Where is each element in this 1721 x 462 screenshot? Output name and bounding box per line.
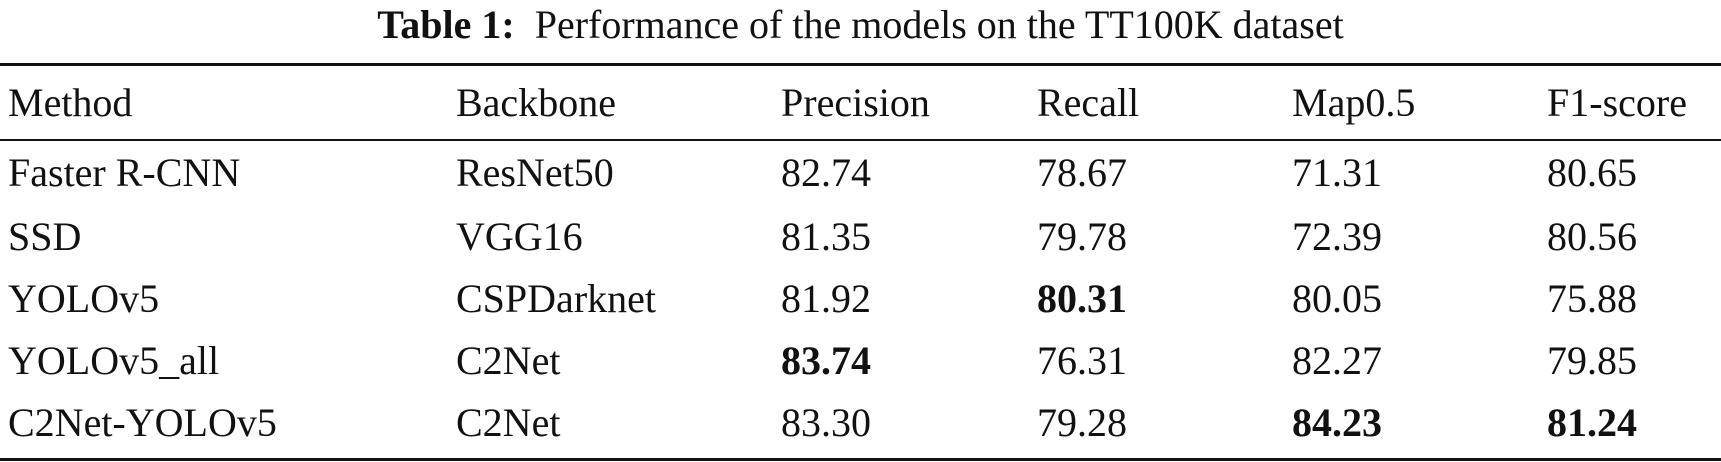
cell-precision: 81.35: [781, 213, 871, 259]
header-rule: [0, 139, 1721, 141]
cell-precision: 81.92: [781, 275, 871, 321]
header-method: Method: [8, 80, 133, 125]
cell-map: 80.05: [1292, 275, 1382, 321]
caption-text: Performance of the models on the TT100K …: [534, 2, 1344, 47]
table-row: YOLOv5_all C2Net 83.74 76.31 82.27 79.85: [0, 329, 1721, 391]
cell-recall: 80.31: [1037, 275, 1127, 321]
header-backbone: Backbone: [456, 80, 616, 125]
cell-backbone: ResNet50: [456, 149, 614, 195]
cell-recall: 79.28: [1037, 399, 1127, 445]
cell-method: Faster R-CNN: [8, 149, 241, 195]
cell-f1: 79.85: [1547, 337, 1637, 383]
cell-method: SSD: [8, 213, 82, 259]
header-row: Method Backbone Precision Recall Map0.5 …: [0, 66, 1721, 139]
cell-recall: 79.78: [1037, 213, 1127, 259]
header-precision: Precision: [781, 80, 930, 125]
cell-map: 71.31: [1292, 149, 1382, 195]
cell-map: 84.23: [1292, 399, 1382, 445]
bottom-rule: [0, 458, 1721, 461]
cell-backbone: CSPDarknet: [456, 275, 656, 321]
top-rule: [0, 63, 1721, 66]
cell-backbone: C2Net: [456, 399, 561, 445]
cell-backbone: C2Net: [456, 337, 561, 383]
results-table: Method Backbone Precision Recall Map0.5 …: [0, 66, 1721, 453]
cell-precision: 83.74: [781, 337, 871, 383]
cell-f1: 80.56: [1547, 213, 1637, 259]
cell-map: 72.39: [1292, 213, 1382, 259]
cell-f1: 81.24: [1547, 399, 1637, 445]
caption-label: Table 1:: [377, 2, 515, 47]
cell-precision: 83.30: [781, 399, 871, 445]
table-row: C2Net-YOLOv5 C2Net 83.30 79.28 84.23 81.…: [0, 391, 1721, 453]
cell-f1: 80.65: [1547, 149, 1637, 195]
cell-method: YOLOv5: [8, 275, 160, 321]
table-row: Faster R-CNN ResNet50 82.74 78.67 71.31 …: [0, 139, 1721, 205]
cell-recall: 76.31: [1037, 337, 1127, 383]
table-caption: Table 1: Performance of the models on th…: [0, 2, 1721, 48]
cell-method: YOLOv5_all: [8, 337, 220, 383]
header-map: Map0.5: [1292, 80, 1416, 125]
cell-method: C2Net-YOLOv5: [8, 399, 277, 445]
table-row: YOLOv5 CSPDarknet 81.92 80.31 80.05 75.8…: [0, 267, 1721, 329]
cell-backbone: VGG16: [456, 213, 583, 259]
table-row: SSD VGG16 81.35 79.78 72.39 80.56: [0, 205, 1721, 267]
cell-f1: 75.88: [1547, 275, 1637, 321]
header-f1: F1-score: [1547, 80, 1687, 125]
header-recall: Recall: [1037, 80, 1140, 125]
cell-precision: 82.74: [781, 149, 871, 195]
cell-map: 82.27: [1292, 337, 1382, 383]
cell-recall: 78.67: [1037, 149, 1127, 195]
